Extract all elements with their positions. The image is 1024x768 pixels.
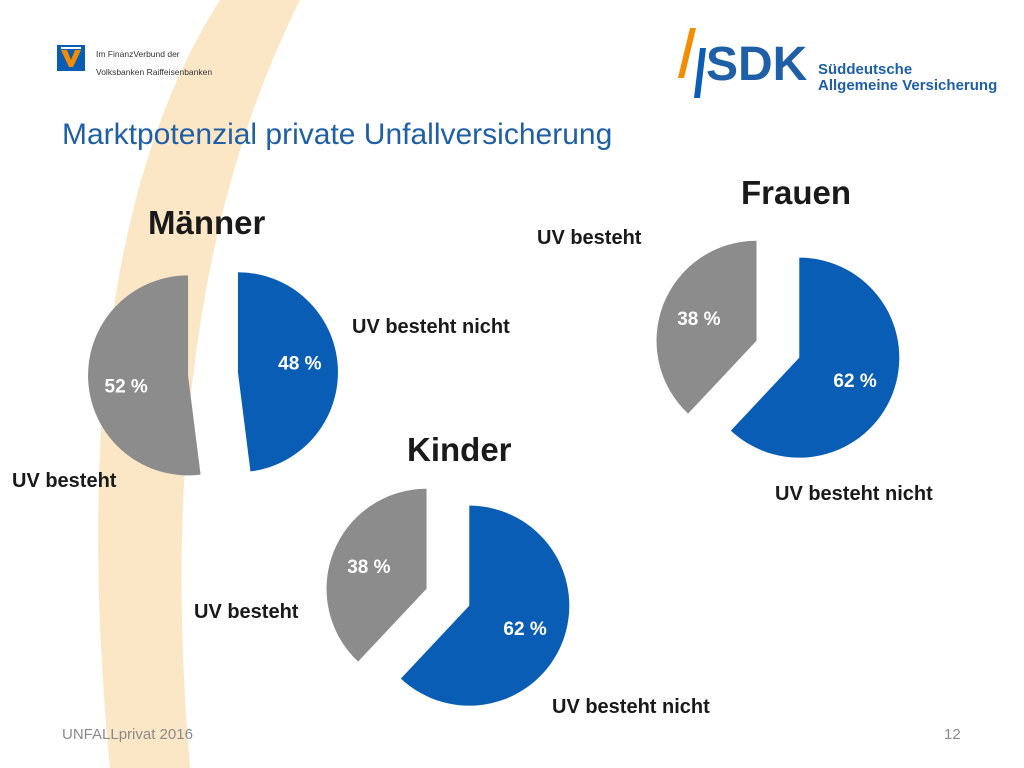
bank-line-1: Im FinanzVerbund der [96, 49, 180, 59]
pie-slice-0-1 [88, 275, 201, 476]
pie-chart-maenner: 48 % 52 % [88, 272, 338, 476]
chart-title-kinder: Kinder [407, 431, 512, 468]
pie-slice-label-2-1: 38 % [347, 557, 390, 578]
chart-title-frauen: Frauen [741, 174, 852, 211]
legend-frauen-besteht: UV besteht [537, 227, 642, 249]
pie-slice-label-1-1: 38 % [677, 309, 720, 330]
legend-maenner-besteht: UV besteht [12, 470, 117, 492]
pie-slice-2-0 [400, 505, 570, 706]
pie-chart-kinder: 62 % 38 % [326, 488, 570, 706]
pie-chart-frauen: 62 % 38 % [656, 240, 900, 458]
sdk-line-1: Süddeutsche [818, 61, 913, 78]
pie-slice-label-1-0: 62 % [833, 371, 876, 392]
bank-line-2: Volksbanken Raiffeisenbanken [96, 67, 213, 77]
pie-slice-0-0 [237, 272, 338, 472]
page-title: Marktpotenzial private Unfallversicherun… [62, 118, 613, 151]
pie-slice-label-0-1: 52 % [105, 376, 148, 397]
bank-text: Im FinanzVerbund der Volksbanken Raiffei… [96, 45, 212, 81]
footer-text: UNFALLprivat 2016 [62, 726, 193, 743]
sdk-subtitle: Süddeutsche Allgemeine Versicherung [818, 62, 997, 94]
pie-slice-label-2-0: 62 % [503, 619, 546, 640]
pie-slice-2-1 [326, 488, 427, 662]
sdk-line-2: Allgemeine Versicherung [818, 77, 998, 94]
pie-slice-1-1 [656, 240, 757, 414]
sdk-name: SDK [706, 38, 808, 91]
legend-kinder-besteht: UV besteht [194, 601, 299, 623]
pie-slice-label-0-0: 48 % [278, 353, 321, 374]
legend-maenner-nicht: UV besteht nicht [352, 316, 510, 338]
vr-bank-logo [57, 45, 85, 71]
pie-slice-1-0 [730, 257, 900, 458]
chart-title-maenner: Männer [148, 204, 266, 241]
legend-frauen-nicht: UV besteht nicht [775, 483, 933, 505]
legend-kinder-nicht: UV besteht nicht [552, 696, 710, 718]
page-number: 12 [944, 726, 961, 743]
sdk-logo: SDK [678, 28, 808, 98]
